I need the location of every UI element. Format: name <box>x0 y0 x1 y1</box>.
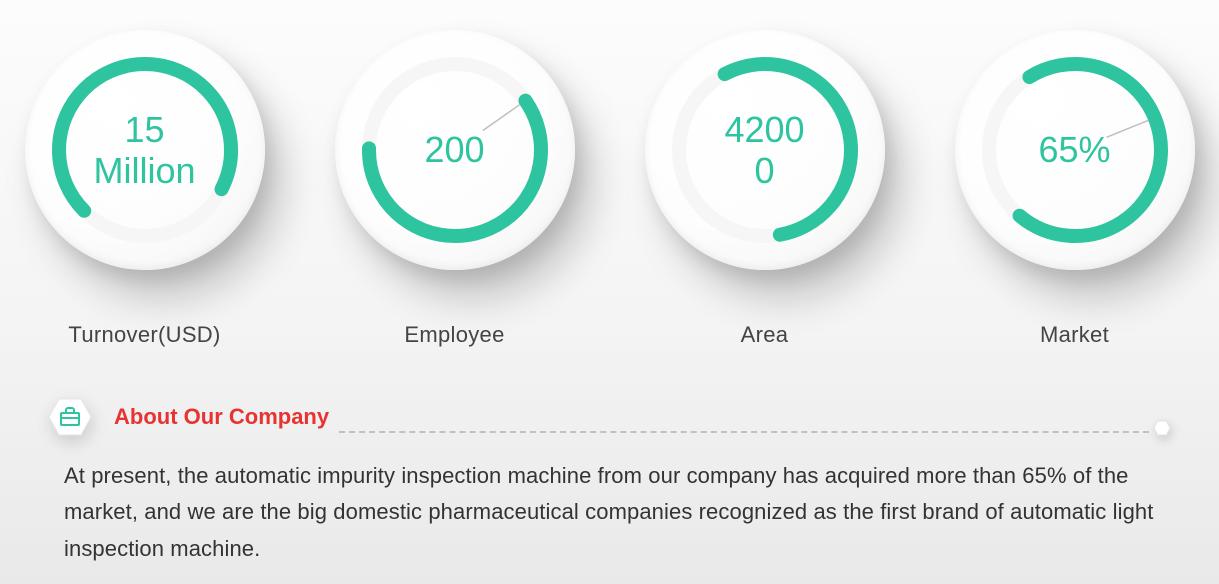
dial-label: Area <box>741 322 789 348</box>
stats-dials-row: 15 Million Turnover(USD) 200 Employee 42… <box>0 0 1219 348</box>
section-body: At present, the automatic impurity inspe… <box>64 458 1155 567</box>
briefcase-hex-icon <box>48 398 92 436</box>
about-header-row: About Our Company <box>48 398 1171 436</box>
dial-value: 200 <box>335 30 575 270</box>
dial-value: 15 Million <box>25 30 265 270</box>
dial-gauge: 65% <box>955 30 1195 270</box>
end-hex-icon <box>1153 420 1171 436</box>
dial-value: 4200 0 <box>645 30 885 270</box>
section-title: About Our Company <box>114 404 329 430</box>
dial-gauge: 15 Million <box>25 30 265 270</box>
dial-turnover: 15 Million Turnover(USD) <box>25 30 265 348</box>
dial-employee: 200 Employee <box>335 30 575 348</box>
dial-area: 4200 0 Area <box>645 30 885 348</box>
dial-value: 65% <box>955 30 1195 270</box>
dial-gauge: 4200 0 <box>645 30 885 270</box>
dial-label: Turnover(USD) <box>68 322 220 348</box>
dial-market: 65% Market <box>955 30 1195 348</box>
dial-label: Employee <box>404 322 504 348</box>
dashed-divider <box>339 431 1149 433</box>
dial-label: Market <box>1040 322 1109 348</box>
dial-gauge: 200 <box>335 30 575 270</box>
